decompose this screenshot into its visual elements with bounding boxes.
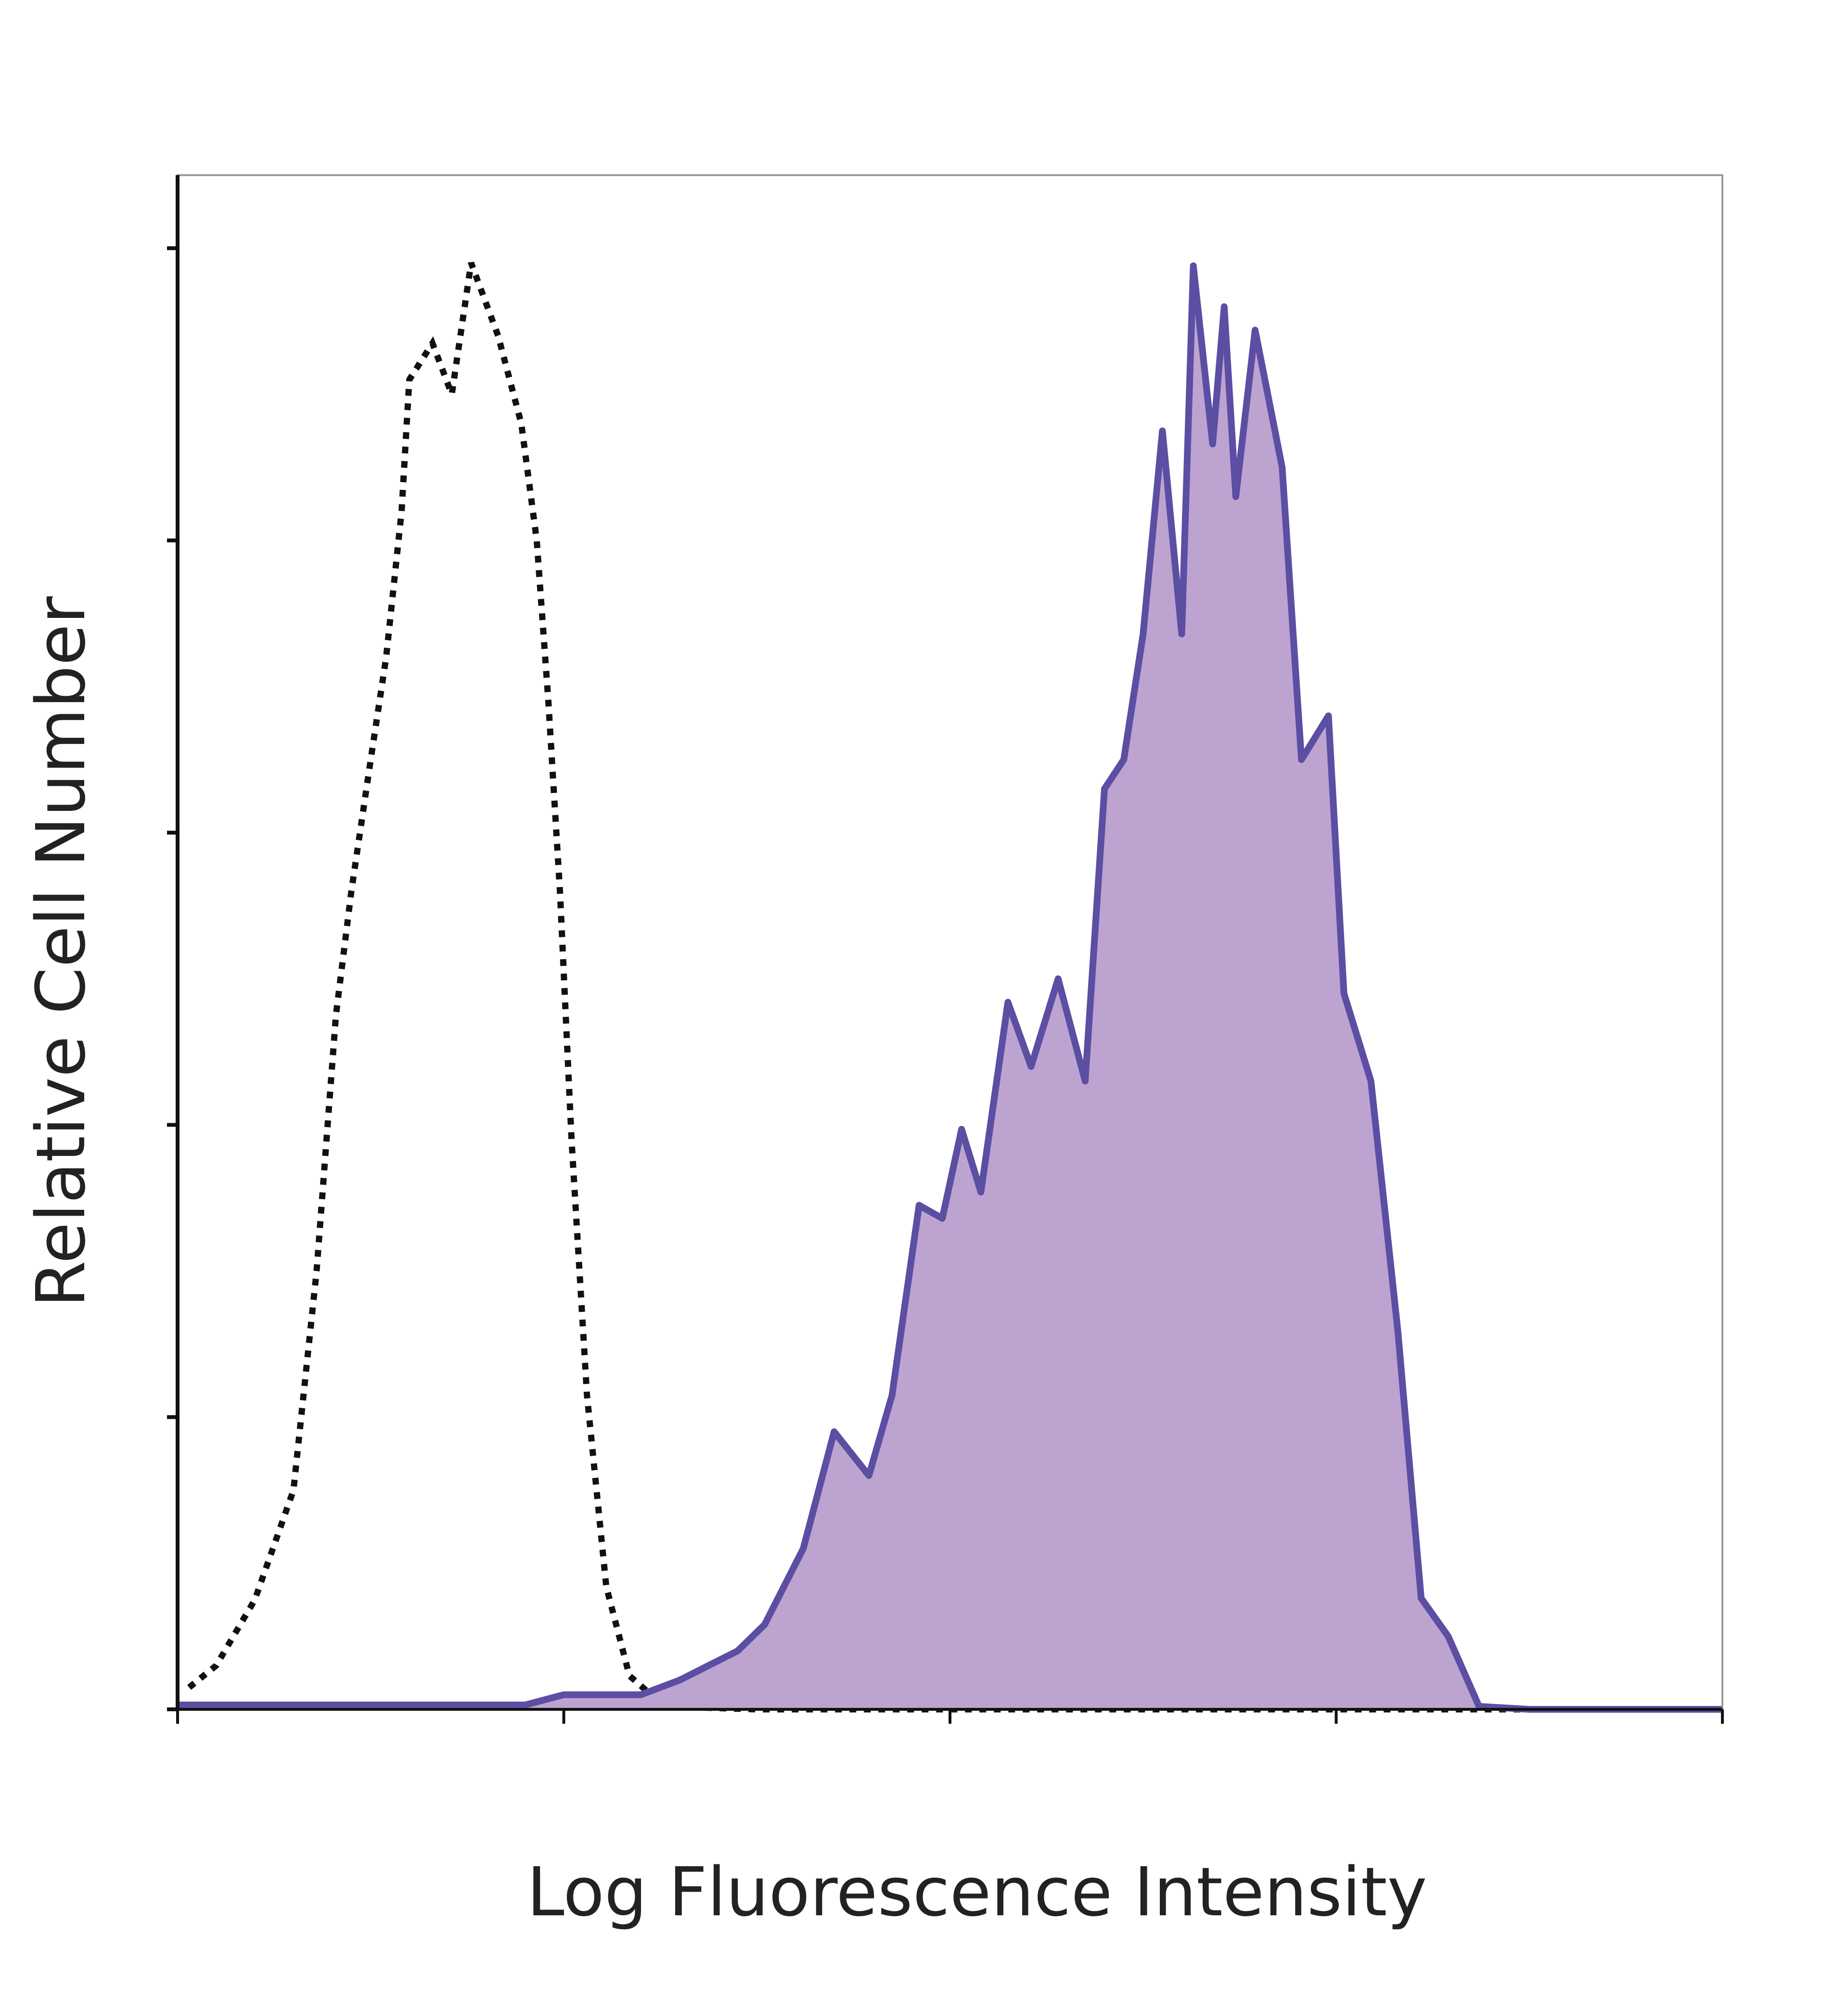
area-fill <box>178 266 1722 1710</box>
y-axis-label: Relative Cell Number <box>22 596 101 1308</box>
area-line <box>178 262 1722 1713</box>
x-axis-label: Log Fluorescence Intensity <box>527 1853 1427 1932</box>
